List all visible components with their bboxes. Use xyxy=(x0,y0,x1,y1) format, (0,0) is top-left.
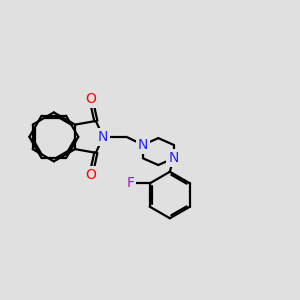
Text: O: O xyxy=(85,168,96,182)
Text: N: N xyxy=(98,130,108,144)
Text: F: F xyxy=(126,176,134,190)
Text: N: N xyxy=(168,151,179,165)
Text: N: N xyxy=(138,138,148,152)
Text: O: O xyxy=(85,92,96,106)
